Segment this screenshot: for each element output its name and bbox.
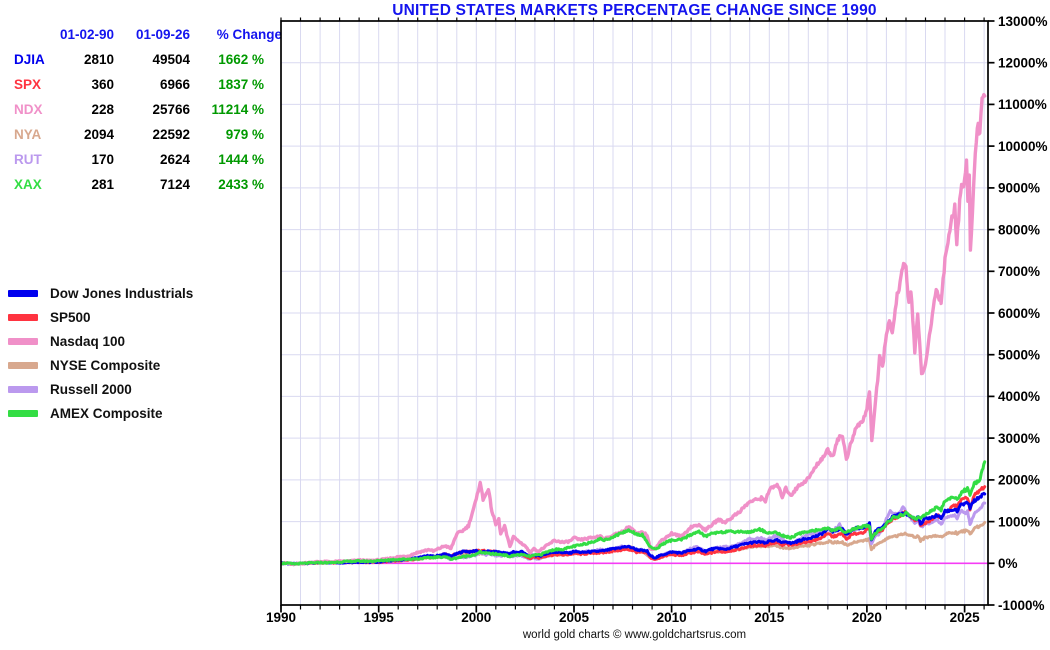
y-tick-label: 11000%	[998, 97, 1047, 112]
legend-item: Dow Jones Industrials	[8, 281, 193, 305]
legend-label: Nasdaq 100	[50, 333, 126, 349]
y-tick-label: 12000%	[998, 56, 1048, 71]
legend-swatch-icon	[8, 289, 38, 297]
stats-change-RUT: 1444 %	[218, 152, 264, 167]
stats-end-NDX: 25766	[152, 102, 190, 117]
legend-item: AMEX Composite	[8, 401, 193, 425]
legend-swatch-icon	[8, 385, 38, 393]
y-tick-label: 5000%	[998, 348, 1040, 363]
y-tick-label: 9000%	[998, 181, 1040, 196]
stats-symbol-DJIA: DJIA	[14, 52, 45, 67]
legend-item: Nasdaq 100	[8, 329, 193, 353]
legend: Dow Jones Industrials SP500 Nasdaq 100 NYSE…	[8, 281, 193, 425]
chart-title: UNITED STATES MARKETS PERCENTAGE CHANGE …	[392, 2, 877, 19]
footer-credit: world gold charts © www.goldchartsrus.co…	[522, 629, 747, 641]
x-tick-label: 2015	[754, 610, 785, 625]
y-tick-label: 0%	[998, 556, 1018, 571]
legend-swatch-icon	[8, 361, 38, 369]
stats-symbol-NYA: NYA	[14, 127, 42, 142]
y-axis-labels: -1000% 0% 1000% 2000% 3000% 4000% 5000% 6000% 70…	[998, 14, 1048, 613]
series-group	[281, 92, 987, 567]
legend-label: AMEX Composite	[50, 405, 163, 421]
stats-symbol-RUT: RUT	[14, 152, 42, 167]
grid	[281, 21, 988, 605]
y-tick-label: -1000%	[998, 598, 1045, 613]
stats-start-DJIA: 2810	[83, 52, 114, 67]
stats-start-XAX: 281	[91, 177, 114, 192]
stats-change-SPX: 1837 %	[218, 77, 264, 92]
stats-change-NDX: 11214 %	[211, 102, 264, 117]
stats-end-RUT: 2624	[159, 152, 190, 167]
x-tick-label: 2025	[950, 610, 981, 625]
stats-symbol-NDX: NDX	[14, 102, 43, 117]
stats-end-XAX: 7124	[159, 177, 190, 192]
stats-table: 01-02-90 01-09-26 % Change DJIA 2810 49504 166…	[10, 22, 282, 197]
stats-start-SPX: 360	[91, 77, 114, 92]
y-tick-label: 1000%	[998, 514, 1040, 529]
x-tick-label: 2020	[852, 610, 882, 625]
stats-header-1: 01-09-26	[135, 27, 190, 42]
y-tick-label: 2000%	[998, 473, 1040, 488]
x-tick-label: 1990	[266, 610, 296, 625]
y-tick-label: 10000%	[998, 139, 1048, 154]
stats-change-XAX: 2433 %	[218, 177, 264, 192]
x-tick-label: 1995	[364, 610, 395, 625]
x-tick-label: 2010	[657, 610, 687, 625]
stats-change-NYA: 979 %	[225, 127, 264, 142]
stats-change-DJIA: 1662 %	[218, 52, 264, 67]
y-tick-label: 4000%	[998, 389, 1040, 404]
legend-swatch-icon	[8, 409, 38, 417]
stats-symbol-SPX: SPX	[14, 77, 42, 92]
y-tick-label: 6000%	[998, 306, 1040, 321]
legend-label: SP500	[50, 309, 91, 325]
stats-start-NDX: 228	[91, 102, 114, 117]
series-line-nasdaq-100	[281, 92, 987, 567]
stats-start-NYA: 2094	[83, 127, 114, 142]
stats-header-0: 01-02-90	[59, 27, 114, 42]
y-tick-label: 8000%	[998, 222, 1040, 237]
y-tick-label: 3000%	[998, 431, 1040, 446]
stats-end-NYA: 22592	[152, 127, 190, 142]
legend-label: Russell 2000	[50, 381, 132, 397]
stats-start-RUT: 170	[91, 152, 114, 167]
stats-end-DJIA: 49504	[152, 52, 190, 67]
legend-item: SP500	[8, 305, 193, 329]
x-axis-labels: 1990 1995 2000 2005 2010 2015 2020 2025	[266, 610, 980, 625]
stats-header-2: % Change	[216, 27, 282, 42]
legend-swatch-icon	[8, 313, 38, 321]
stats-symbol-XAX: XAX	[14, 177, 42, 192]
y-tick-label: 7000%	[998, 264, 1040, 279]
legend-swatch-icon	[8, 337, 38, 345]
legend-item: Russell 2000	[8, 377, 193, 401]
legend-item: NYSE Composite	[8, 353, 193, 377]
y-tick-label: 13000%	[998, 14, 1048, 29]
stats-end-SPX: 6966	[159, 77, 190, 92]
legend-label: Dow Jones Industrials	[50, 285, 194, 301]
x-tick-label: 2005	[559, 610, 590, 625]
x-tick-label: 2000	[461, 610, 491, 625]
legend-label: NYSE Composite	[50, 357, 161, 373]
series-line-amex-composite	[281, 460, 987, 566]
plot-border	[280, 20, 989, 606]
